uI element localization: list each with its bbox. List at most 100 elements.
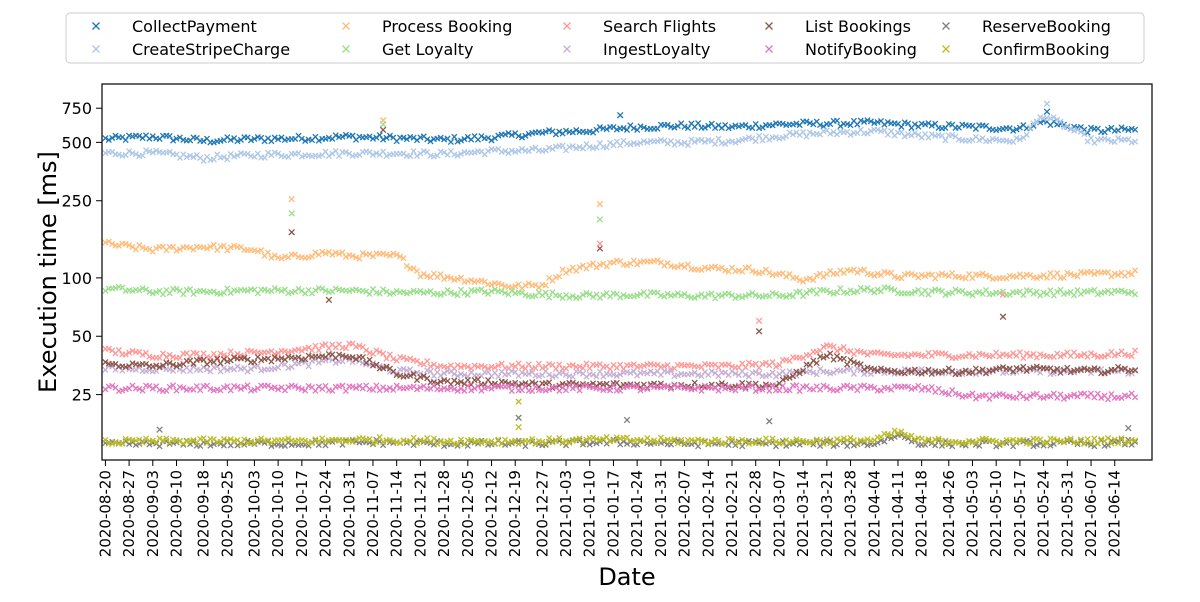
data-point xyxy=(488,438,495,445)
data-point xyxy=(664,383,671,390)
data-point xyxy=(874,119,881,126)
data-point xyxy=(305,382,312,390)
data-point xyxy=(1040,289,1047,296)
data-point xyxy=(400,354,407,361)
x-tick-label: 2020-12-05 xyxy=(459,470,477,557)
data-point xyxy=(173,363,180,370)
data-point xyxy=(129,287,136,295)
data-point xyxy=(542,128,549,135)
data-point xyxy=(901,271,908,278)
data-point xyxy=(847,131,854,138)
data-point xyxy=(457,364,465,371)
data-point xyxy=(227,348,234,355)
data-point xyxy=(170,137,177,144)
data-point xyxy=(559,142,566,149)
data-point xyxy=(562,438,570,445)
data-point xyxy=(136,385,143,392)
data-point xyxy=(234,287,241,294)
data-point xyxy=(1064,364,1071,371)
data-point xyxy=(352,343,360,350)
data-point xyxy=(546,294,553,301)
data-point xyxy=(688,370,695,377)
data-point xyxy=(566,294,573,301)
data-point xyxy=(332,249,339,256)
data-point xyxy=(342,149,349,156)
data-point xyxy=(708,368,715,375)
data-point xyxy=(461,136,468,143)
data-point xyxy=(827,386,834,393)
data-point xyxy=(827,289,834,296)
data-point xyxy=(502,289,509,296)
data-point xyxy=(454,152,461,159)
data-point xyxy=(1013,438,1020,445)
data-point xyxy=(451,370,458,377)
data-point xyxy=(881,268,888,275)
data-point xyxy=(170,382,177,389)
data-point xyxy=(664,140,671,147)
data-point xyxy=(302,437,309,444)
data-point xyxy=(441,275,448,283)
data-point xyxy=(549,145,556,153)
data-point xyxy=(380,148,387,155)
data-point xyxy=(922,368,929,376)
data-point xyxy=(894,430,902,437)
x-tick-label: 2021-05-17 xyxy=(1011,470,1029,557)
data-point xyxy=(955,136,962,143)
data-point xyxy=(817,121,824,129)
data-point xyxy=(447,138,454,146)
data-point xyxy=(325,134,332,141)
data-point xyxy=(153,245,160,252)
data-point xyxy=(126,148,133,155)
data-point xyxy=(508,131,515,139)
data-point xyxy=(386,436,393,444)
data-point xyxy=(671,382,678,389)
data-point xyxy=(478,133,485,140)
data-point xyxy=(827,440,834,447)
data-point xyxy=(678,382,685,390)
data-point xyxy=(109,382,116,389)
data-point xyxy=(759,360,766,367)
data-point xyxy=(200,288,207,295)
data-point xyxy=(268,358,275,365)
data-point xyxy=(942,291,949,299)
data-point xyxy=(1030,120,1037,127)
data-point xyxy=(380,438,387,445)
data-point xyxy=(332,436,339,443)
data-point xyxy=(1010,436,1017,443)
data-point xyxy=(244,382,251,389)
data-point xyxy=(231,242,238,249)
data-point xyxy=(102,239,109,246)
data-point xyxy=(664,436,671,443)
data-point xyxy=(684,261,692,268)
data-point xyxy=(542,282,549,289)
data-point xyxy=(237,440,244,447)
data-point xyxy=(275,136,282,143)
data-point xyxy=(441,439,448,446)
data-point xyxy=(380,136,387,143)
legend-label: Process Booking xyxy=(382,17,512,36)
data-point xyxy=(698,136,705,143)
data-point xyxy=(173,285,180,292)
data-point xyxy=(488,288,495,295)
data-point xyxy=(1040,394,1047,401)
data-point xyxy=(515,147,522,154)
data-point xyxy=(847,366,854,373)
data-point xyxy=(972,441,979,448)
outlier-point xyxy=(766,418,773,425)
data-point xyxy=(630,125,637,132)
data-point xyxy=(295,384,302,391)
data-point xyxy=(867,271,874,278)
x-tick-label: 2021-05-31 xyxy=(1058,470,1076,557)
data-point xyxy=(762,382,769,390)
data-point xyxy=(1027,440,1034,447)
data-point xyxy=(393,287,400,294)
data-point xyxy=(813,360,820,367)
data-point xyxy=(1087,366,1095,373)
data-point xyxy=(505,129,512,137)
data-point xyxy=(166,359,173,367)
outlier-point xyxy=(288,228,295,236)
series-process-booking xyxy=(102,238,1139,292)
data-point xyxy=(911,121,918,128)
data-point xyxy=(417,436,424,444)
data-point xyxy=(190,154,197,161)
